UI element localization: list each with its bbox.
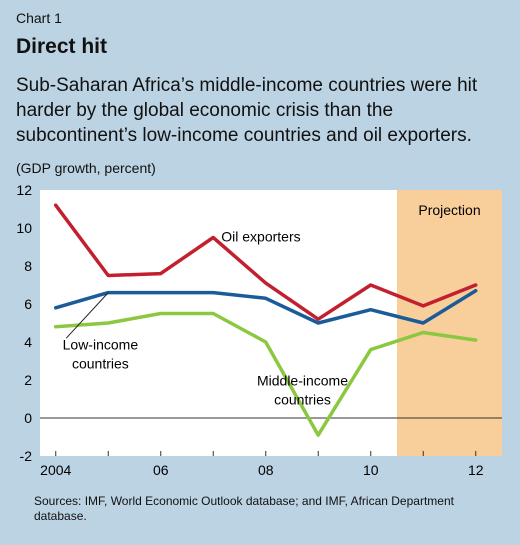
oil-exporters-line [53, 203, 478, 321]
low-income-label-line2: countries [72, 356, 129, 372]
y-tick-label: 12 [16, 182, 32, 198]
unit-label: (GDP growth, percent) [16, 160, 156, 176]
y-tick-label: 8 [24, 258, 32, 274]
y-tick-label: -2 [20, 448, 33, 464]
x-tick-label: 12 [468, 462, 484, 478]
projection-band [397, 190, 502, 456]
middle-income-line [53, 311, 478, 437]
x-tick-label: 2004 [40, 462, 71, 478]
chart-subtitle: Sub-Saharan Africa’s middle-income count… [16, 75, 478, 146]
source-note: Sources: IMF, World Economic Outlook dat… [34, 494, 454, 523]
middle-income-label: Middle-income [257, 373, 348, 389]
low-income-leader-line [65, 292, 109, 339]
oil-exporters-label: Oil exporters [221, 229, 300, 245]
chart-title: Direct hit [16, 35, 108, 58]
x-tick-label: 06 [153, 462, 169, 478]
y-tick-label: 6 [24, 296, 32, 312]
y-tick-label: 4 [24, 334, 32, 350]
chart-number: Chart 1 [16, 10, 62, 26]
y-tick-label: 0 [24, 410, 32, 426]
projection-label: Projection [418, 202, 480, 218]
y-tick-label: 2 [24, 372, 32, 388]
y-tick-label: 10 [16, 220, 32, 236]
x-tick-label: 08 [258, 462, 274, 478]
low-income-label: Low-income [63, 337, 139, 353]
low-income-line [53, 288, 478, 325]
x-tick-label: 10 [363, 462, 379, 478]
middle-income-label-line2: countries [274, 392, 331, 408]
